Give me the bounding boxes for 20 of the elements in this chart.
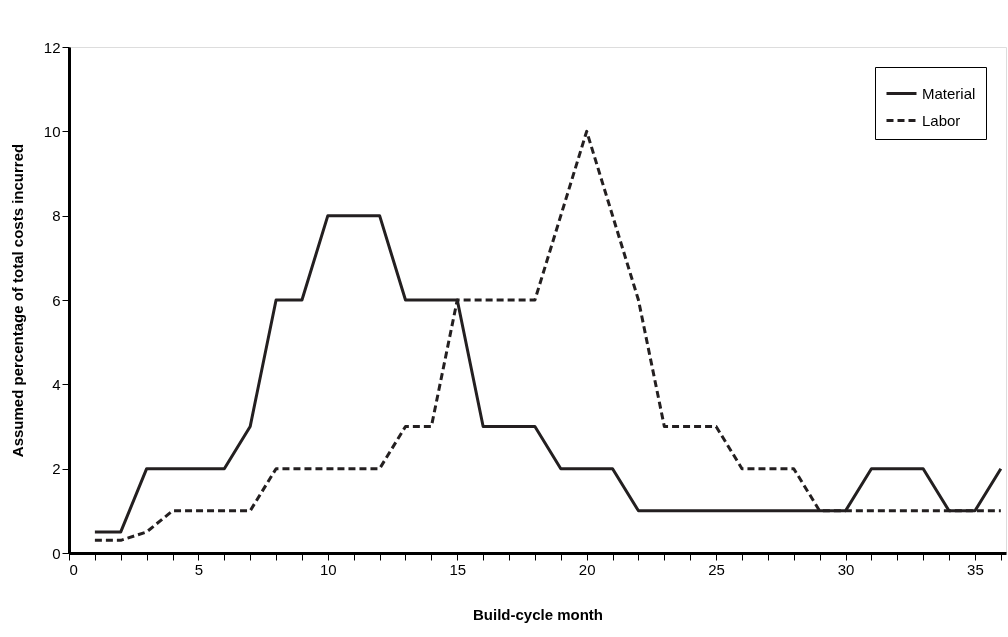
y-tick-label: 8 <box>52 207 61 225</box>
y-tick-label: 10 <box>43 122 61 140</box>
x-tick-label: 35 <box>967 560 984 578</box>
line-series <box>93 129 1003 542</box>
x-axis-title: Build-cycle month <box>472 605 604 623</box>
y-axis-title: Assumed percentage of total costs incurred <box>8 143 26 458</box>
x-tick-label: 0 <box>69 560 78 578</box>
legend-label: Material <box>922 84 976 102</box>
x-tick-label: 10 <box>320 560 337 578</box>
y-tick-label: 6 <box>52 291 61 309</box>
legend-label: Labor <box>922 111 961 129</box>
x-tick-label: 30 <box>837 560 855 578</box>
x-tick-label: 5 <box>194 560 204 578</box>
x-tick-label: 15 <box>449 560 467 578</box>
y-tick-label: 12 <box>43 38 61 56</box>
y-tick-label: 0 <box>52 544 61 562</box>
y-tick-label: 2 <box>52 460 61 478</box>
x-tick-label: 20 <box>578 560 596 578</box>
x-tick-label: 25 <box>708 560 725 578</box>
y-tick-label: 4 <box>52 375 61 393</box>
